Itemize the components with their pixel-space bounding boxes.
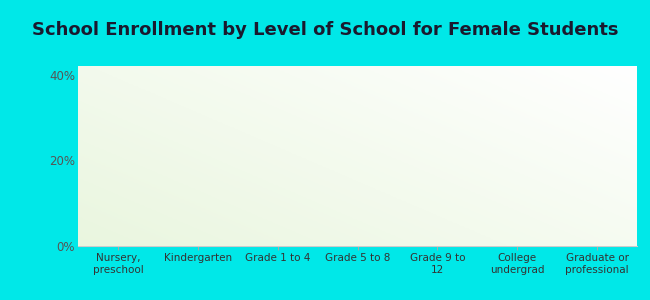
Bar [198, 225, 226, 246]
Bar [358, 156, 385, 246]
Text: School Enrollment by Level of School for Female Students: School Enrollment by Level of School for… [32, 21, 618, 39]
Bar [118, 216, 146, 246]
Text: City-Data.com: City-Data.com [562, 71, 631, 81]
Bar [410, 122, 437, 246]
Bar [330, 216, 358, 246]
Bar [597, 216, 625, 246]
Bar [90, 199, 118, 246]
Bar [437, 156, 465, 246]
Bar [489, 152, 517, 246]
Bar [278, 160, 306, 246]
Bar [250, 100, 278, 246]
Bar [517, 156, 545, 246]
